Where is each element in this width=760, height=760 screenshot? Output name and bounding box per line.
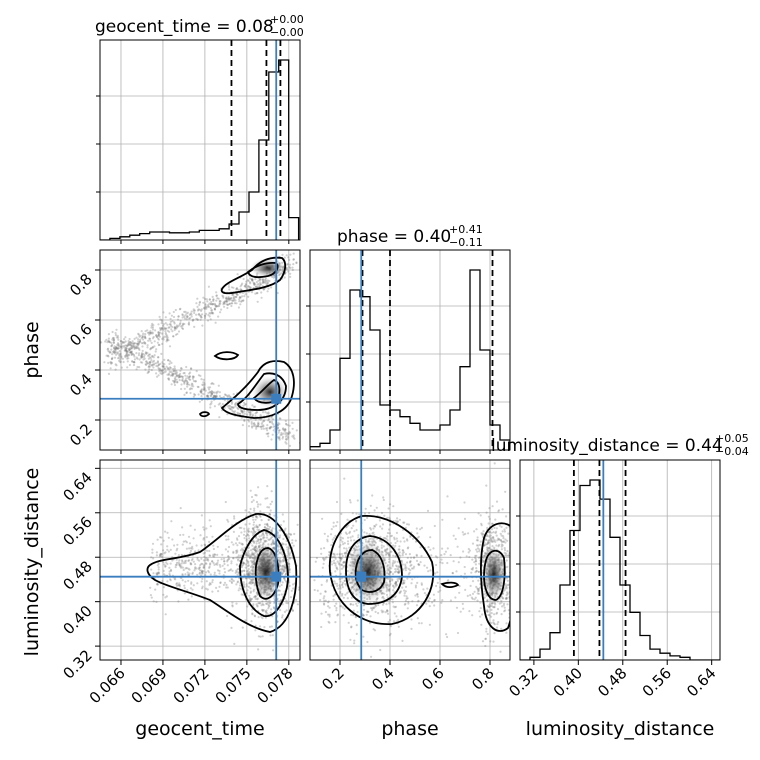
- truth-marker-phase-geocent-time: [271, 393, 282, 404]
- ytick-label-phase: 0.6: [66, 320, 96, 350]
- ytick-label-lum: 0.40: [59, 602, 95, 638]
- truth-marker-lum-phase: [356, 571, 367, 582]
- title-luminosity-distance: luminosity_distance = 0.44: [491, 436, 723, 456]
- title-geocent-time-minus: −0.00: [270, 26, 304, 39]
- xtick-label-geocent-time: 0.069: [128, 664, 171, 707]
- panel-frame-lum-geocent-time: [99, 459, 301, 661]
- contour-lum-phase-left-outer: [328, 515, 435, 625]
- title-phase-plus: +0.41: [449, 223, 483, 236]
- xtick-label-geocent-time: 0.075: [212, 664, 255, 707]
- histogram-phase: [310, 269, 510, 450]
- xtick-label-geocent-time: 0.072: [170, 664, 213, 707]
- contour-phase-geocent-lower-mid: [237, 372, 287, 411]
- xtick-label-phase: 0.8: [468, 664, 498, 694]
- ytick-label-lum: 0.64: [59, 468, 95, 504]
- ytick-label-lum: 0.56: [59, 513, 95, 549]
- panel-frame-geocent-time-geocent-time: [99, 39, 301, 241]
- density-layer: [100, 252, 510, 658]
- xtick-label-geocent-time: 0.078: [254, 664, 297, 707]
- panel-frame-lum-phase: [309, 459, 511, 661]
- panel-frame-lum-lum: [519, 459, 721, 661]
- density-peak-lum-phase-right: [482, 546, 506, 602]
- xlabel-luminosity-distance: luminosity_distance: [526, 718, 715, 740]
- xtick-label-phase: 0.4: [368, 664, 398, 694]
- ytick-label-phase: 0.4: [66, 370, 96, 400]
- ylabel-luminosity-distance: luminosity_distance: [21, 468, 43, 657]
- xtick-label-phase: 0.6: [418, 664, 448, 694]
- title-phase-minus: −0.11: [449, 236, 483, 249]
- contour-lum-geocent-inner: [254, 547, 280, 600]
- truth-layer: [100, 40, 605, 660]
- ytick-label-lum: 0.32: [59, 646, 95, 682]
- contour-phase-geocent-mid: [213, 351, 240, 361]
- grid-lines: [100, 40, 720, 660]
- quantile-layer: [230, 40, 627, 660]
- ytick-label-phase: 0.2: [66, 420, 96, 450]
- contour-lum-geocent-outer: [146, 513, 298, 633]
- contour-lum-phase-left-inner: [354, 549, 386, 593]
- panel-frame-phase-phase: [309, 249, 511, 451]
- contour-phase-geocent-small: [198, 411, 211, 418]
- title-luminosity-distance-plus: +0.05: [715, 432, 749, 445]
- xtick-label-lum: 0.64: [683, 664, 719, 700]
- truth-marker-lum-geocent-time: [271, 571, 282, 582]
- title-phase: phase = 0.40: [337, 227, 451, 247]
- title-luminosity-distance-minus: −0.04: [715, 445, 749, 458]
- contour-lum-phase-right-inner: [483, 549, 506, 601]
- title-geocent-time: geocent_time = 0.08: [95, 17, 274, 37]
- frame-layer: [99, 39, 721, 661]
- ylabel-phase: phase: [21, 321, 43, 378]
- xlabel-phase: phase: [381, 718, 438, 740]
- histogram-geocent-time: [100, 59, 300, 240]
- contour-phase-geocent-lower-outer: [220, 360, 295, 419]
- histogram-lum: [520, 479, 720, 660]
- xtick-label-geocent-time: 0.066: [86, 664, 129, 707]
- title-geocent-time-plus: +0.00: [270, 13, 304, 26]
- xtick-label-lum: 0.40: [550, 664, 586, 700]
- xtick-label-lum: 0.48: [594, 664, 630, 700]
- contour-lum-phase-right-outer: [480, 522, 510, 632]
- xlabel-geocent-time: geocent_time: [135, 718, 264, 740]
- points-phase-geocent: [100, 252, 300, 447]
- xtick-label-lum: 0.56: [639, 664, 675, 700]
- panel-frame-phase-geocent-time: [99, 249, 301, 451]
- contour-lum-geocent-mid: [239, 529, 289, 617]
- ytick-label-phase: 0.8: [66, 270, 96, 300]
- contour-phase-geocent-lower-inner: [252, 379, 281, 404]
- xtick-label-phase: 0.2: [318, 664, 348, 694]
- xtick-label-lum: 0.32: [505, 664, 541, 700]
- ytick-label-lum: 0.48: [59, 557, 95, 593]
- histogram-layer: [100, 59, 720, 660]
- contour-lum-phase-small: [440, 581, 460, 589]
